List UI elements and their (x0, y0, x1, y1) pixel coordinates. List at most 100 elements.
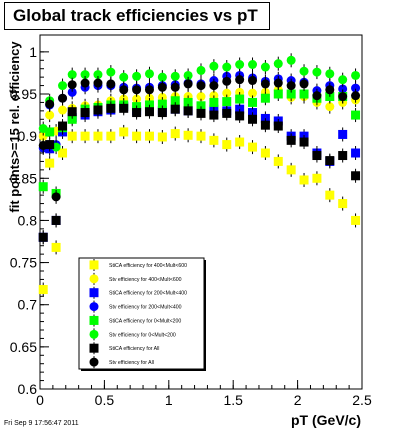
data-point (209, 135, 219, 145)
data-point (67, 70, 77, 80)
data-point (67, 80, 77, 90)
data-point (132, 94, 142, 104)
data-point (132, 131, 142, 141)
legend-entry-label: StiCA efficiency for All (109, 346, 159, 352)
data-point (157, 72, 167, 82)
y-axis-label: fit points>=15 rel. efficiency (7, 41, 22, 213)
data-point (338, 84, 348, 94)
data-point (338, 92, 348, 102)
data-point (286, 81, 296, 91)
data-point (38, 140, 48, 150)
data-point (248, 76, 258, 86)
y-tick-label: 0.6 (18, 381, 38, 397)
data-point (144, 107, 154, 117)
y-tick-label: 0.65 (10, 339, 37, 355)
legend-entry-label: Stv efficiency for 400<Mult<600 (109, 277, 182, 283)
y-tick-label: 0.7 (18, 297, 38, 313)
data-point (67, 131, 77, 141)
data-point (106, 131, 116, 141)
y-tick-label: 1 (29, 44, 37, 60)
data-point (93, 78, 103, 88)
x-tick-label: 1 (165, 392, 173, 408)
x-tick-label: 0.5 (95, 392, 115, 408)
legend-marker (89, 343, 99, 353)
legend-entry-label: Stv efficiency for All (109, 360, 154, 366)
data-point (38, 232, 48, 242)
data-point (248, 114, 258, 124)
data-point (273, 78, 283, 88)
legend-entry-label: Stv efficiency for 0<Mult<200 (109, 332, 176, 338)
data-point (351, 70, 361, 80)
data-point (170, 104, 180, 114)
data-point (51, 192, 61, 202)
data-point (132, 108, 142, 118)
data-point (144, 69, 154, 79)
y-tick-label: 0.85 (10, 170, 37, 186)
data-point (286, 55, 296, 65)
legend-marker (89, 302, 99, 312)
data-point (312, 91, 322, 101)
data-point (209, 61, 219, 71)
data-point (58, 148, 68, 158)
data-point (325, 156, 335, 166)
data-point (132, 85, 142, 95)
data-point (235, 137, 245, 147)
data-point (286, 165, 296, 175)
data-point (93, 70, 103, 80)
data-point (351, 148, 361, 158)
data-point (196, 65, 206, 75)
data-point (196, 108, 206, 118)
data-point (80, 78, 90, 88)
data-point (209, 81, 219, 91)
data-point (222, 62, 232, 72)
data-point (351, 110, 361, 120)
data-point (351, 91, 361, 101)
data-point (157, 99, 167, 109)
data-point (338, 75, 348, 85)
data-point (222, 108, 232, 118)
data-point (248, 142, 258, 152)
data-point (299, 175, 309, 185)
data-point (170, 129, 180, 139)
data-point (80, 131, 90, 141)
data-point (183, 106, 193, 116)
data-point (312, 67, 322, 77)
data-point (119, 72, 129, 82)
legend-marker (89, 274, 99, 284)
data-point (222, 88, 232, 98)
legend-marker (89, 260, 99, 270)
legend-entry-label: StiCA efficiency for 200<Mult<400 (109, 291, 187, 297)
data-point (222, 97, 232, 107)
data-point (273, 156, 283, 166)
data-point (170, 71, 180, 81)
data-point (183, 130, 193, 140)
y-tick-label: 0.9 (18, 128, 38, 144)
data-point (222, 140, 232, 150)
x-tick-label: 2 (294, 392, 302, 408)
data-point (157, 108, 167, 118)
data-point (209, 97, 219, 107)
y-tick-label: 0.95 (10, 86, 37, 102)
data-point (299, 66, 309, 76)
data-point (58, 81, 68, 91)
data-point (351, 171, 361, 181)
timestamp-footer: Fri Sep 9 17:56:47 2011 (4, 420, 79, 427)
data-point (338, 199, 348, 209)
data-point (196, 101, 206, 111)
data-point (58, 105, 68, 115)
data-point (119, 103, 129, 113)
data-point (93, 105, 103, 115)
data-point (338, 129, 348, 139)
data-point (248, 97, 258, 107)
data-point (351, 83, 361, 93)
data-point (248, 88, 258, 98)
data-point (183, 79, 193, 89)
data-point (286, 135, 296, 145)
legend-entry-label: Stv efficiency for 200<Mult<400 (109, 305, 182, 311)
data-point (38, 182, 48, 192)
data-point (58, 121, 68, 131)
data-point (106, 67, 116, 77)
data-point (106, 79, 116, 89)
